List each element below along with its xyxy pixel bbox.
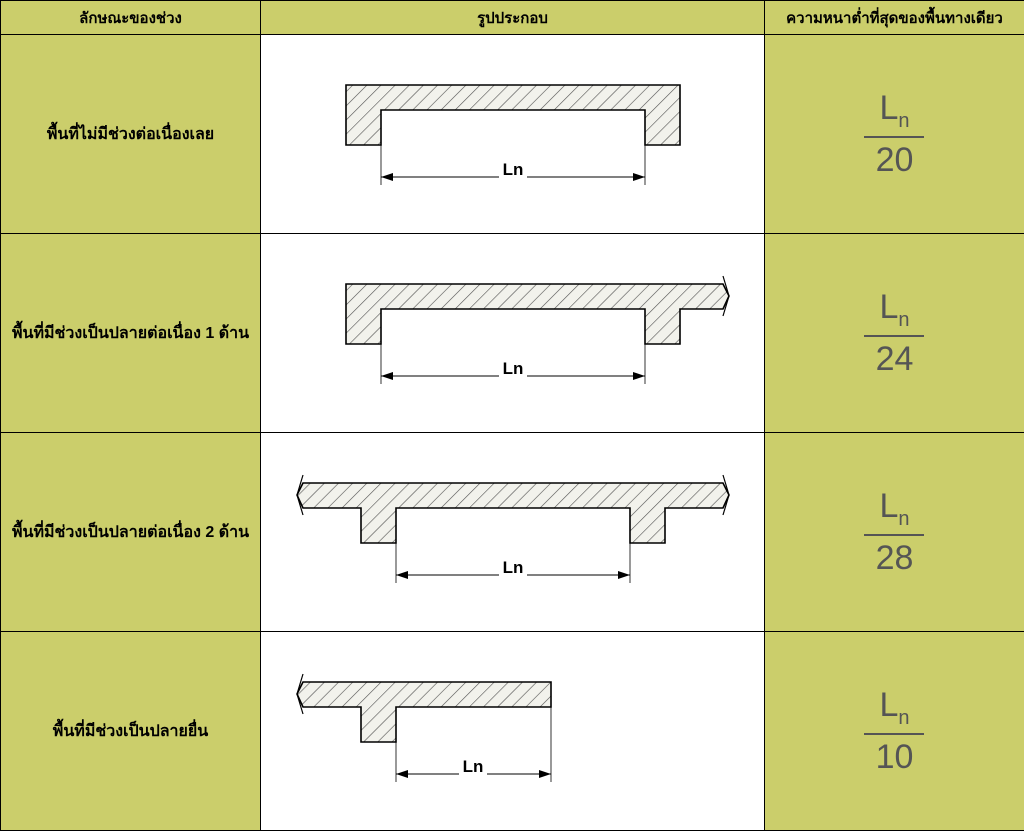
- table-row: พื้นที่มีช่วงเป็นปลายต่อเนื่อง 1 ด้าน: [1, 234, 1024, 433]
- dim-label: Ln: [503, 160, 524, 179]
- diagram-cell-one-end-continuous: Ln: [261, 234, 765, 433]
- formula-cell: Ln 24: [765, 234, 1024, 433]
- diagram-simply-supported: Ln: [261, 35, 765, 233]
- header-illustration: รูปประกอบ: [261, 1, 765, 35]
- header-characteristic: ลักษณะของช่วง: [1, 1, 261, 35]
- formula-cell: Ln 28: [765, 433, 1024, 632]
- diagram-one-end-continuous: Ln: [261, 234, 765, 432]
- diagram-both-ends-continuous: Ln: [261, 433, 765, 631]
- formula-ln-24: Ln 24: [862, 287, 928, 378]
- desc-cell: พื้นที่มีช่วงเป็นปลายต่อเนื่อง 2 ด้าน: [1, 433, 261, 632]
- dim-label: Ln: [463, 757, 484, 776]
- dim-label: Ln: [503, 359, 524, 378]
- header-min-thickness: ความหนาต่ำที่สุดของพื้นทางเดียว: [765, 1, 1024, 35]
- desc-cell: พื้นที่ไม่มีช่วงต่อเนื่องเลย: [1, 35, 261, 234]
- diagram-cell-simply-supported: Ln: [261, 35, 765, 234]
- desc-cell: พื้นที่มีช่วงเป็นปลายต่อเนื่อง 1 ด้าน: [1, 234, 261, 433]
- formula-ln-28: Ln 28: [862, 486, 928, 577]
- formula-ln-20: Ln 20: [862, 88, 928, 179]
- diagram-cell-cantilever: Ln: [261, 632, 765, 831]
- formula-ln-10: Ln 10: [862, 685, 928, 776]
- formula-cell: Ln 20: [765, 35, 1024, 234]
- table-row: พื้นที่มีช่วงเป็นปลายยื่น: [1, 632, 1024, 831]
- table-row: พื้นที่มีช่วงเป็นปลายต่อเนื่อง 2 ด้าน: [1, 433, 1024, 632]
- desc-cell: พื้นที่มีช่วงเป็นปลายยื่น: [1, 632, 261, 831]
- header-row: ลักษณะของช่วง รูปประกอบ ความหนาต่ำที่สุด…: [1, 1, 1024, 35]
- table-row: พื้นที่ไม่มีช่วงต่อเนื่องเลย: [1, 35, 1024, 234]
- diagram-cell-both-ends-continuous: Ln: [261, 433, 765, 632]
- formula-cell: Ln 10: [765, 632, 1024, 831]
- slab-thickness-table: ลักษณะของช่วง รูปประกอบ ความหนาต่ำที่สุด…: [0, 0, 1024, 831]
- dim-label: Ln: [503, 558, 524, 577]
- diagram-cantilever: Ln: [261, 632, 765, 830]
